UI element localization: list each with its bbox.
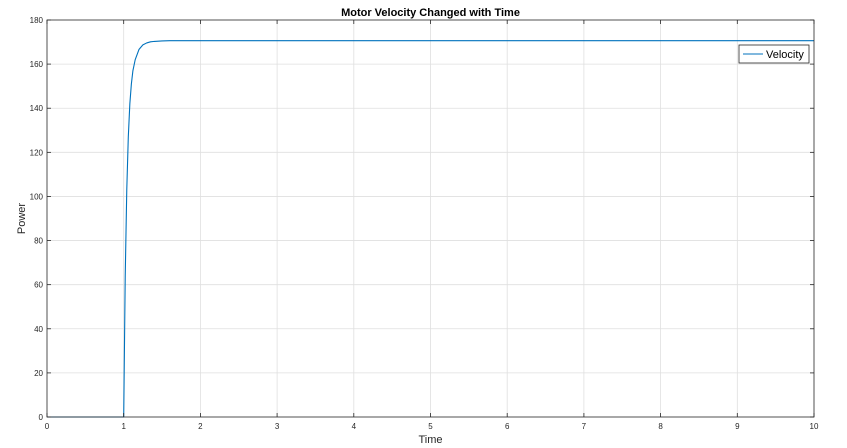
legend[interactable]: Velocity: [738, 44, 810, 64]
grid: [47, 20, 814, 417]
y-tick-label: 120: [30, 148, 44, 157]
x-tick-label: 2: [198, 422, 203, 431]
y-tick-label: 40: [34, 325, 43, 334]
y-tick-label: 20: [34, 369, 43, 378]
chart-title: Motor Velocity Changed with Time: [341, 7, 520, 19]
x-tick-label: 4: [352, 422, 357, 431]
x-tick-label: 10: [810, 422, 819, 431]
y-tick-label: 180: [30, 16, 44, 25]
y-axis-label: Power: [16, 203, 28, 235]
x-tick-label: 1: [121, 422, 126, 431]
series-line-velocity: [47, 40, 814, 418]
x-tick-label: 8: [658, 422, 663, 431]
x-tick-label: 6: [505, 422, 510, 431]
x-tick-label: 5: [428, 422, 433, 431]
axis-ticks: [46, 19, 815, 418]
y-tick-label: 140: [30, 104, 44, 113]
y-tick-label: 100: [30, 192, 44, 201]
y-tick-label: 0: [39, 413, 44, 422]
y-tick-label: 160: [30, 60, 44, 69]
legend-box: [738, 44, 810, 64]
x-tick-label: 7: [582, 422, 587, 431]
series-layer: [47, 40, 814, 418]
x-axis-label: Time: [418, 434, 442, 446]
x-tick-label: 9: [735, 422, 740, 431]
y-tick-label: 80: [34, 237, 43, 246]
legend-label-velocity: Velocity: [766, 49, 804, 61]
x-tick-label: 3: [275, 422, 280, 431]
x-tick-label: 0: [45, 422, 50, 431]
y-tick-label: 60: [34, 281, 43, 290]
